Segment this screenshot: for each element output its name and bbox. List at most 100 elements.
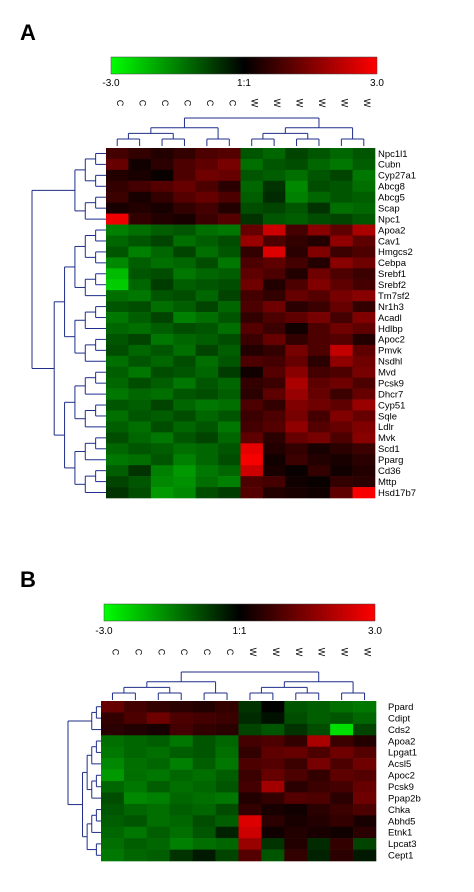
panel-a-heatmap-cell: [352, 333, 376, 346]
panel-b-heatmap-cell: [192, 758, 216, 770]
panel-a-heatmap-cell: [218, 454, 241, 466]
panel-a-heatmap-cell: [352, 432, 376, 444]
panel-b-heatmap-cell: [192, 701, 216, 713]
panel-a-heatmap-cell: [195, 191, 219, 203]
panel-b-heatmap-cell: [192, 769, 216, 782]
panel-a-heatmap-cell: [195, 169, 219, 182]
panel-b-heatmap-cell: [146, 758, 171, 770]
panel-b-heatmap-cell: [261, 815, 285, 828]
panel-b-heatmap-cell: [169, 723, 193, 736]
panel-a-heatmap-cell: [330, 465, 353, 477]
panel-a-heatmap-cell: [195, 312, 219, 324]
panel-b-column-label: W: [248, 648, 258, 657]
panel-a-heatmap-cell: [128, 366, 152, 378]
panel-a-row-label: Scd1: [378, 444, 400, 455]
panel-a-heatmap-cell: [195, 257, 219, 269]
panel-b-heatmap-cell: [215, 826, 239, 839]
panel-a-heatmap-cell: [330, 235, 353, 247]
panel-a-heatmap-cell: [150, 323, 174, 335]
panel-a-heatmap-cell: [352, 148, 376, 160]
panel-a-heatmap-cell: [285, 421, 309, 433]
panel-b-heatmap-cell: [123, 758, 148, 770]
panel-a-heatmap-cell: [173, 180, 196, 193]
panel-b-heatmap-cell: [307, 781, 331, 793]
panel-b-row-label: Apoa2: [388, 736, 415, 747]
panel-b-heatmap-cell: [238, 769, 262, 782]
panel-b-column-label: C: [133, 649, 143, 656]
panel-a-heatmap-cell: [307, 465, 331, 477]
panel-a-heatmap-cell: [262, 169, 286, 182]
panel-b-heatmap-cell: [169, 826, 193, 839]
panel-a-heatmap-cell: [352, 399, 376, 411]
panel-b-heatmap-cell: [123, 735, 148, 748]
panel-b-heatmap-cell: [307, 723, 331, 736]
panel-a-heatmap-cell: [307, 377, 331, 389]
panel-a-heatmap-cell: [195, 399, 219, 411]
panel-b-heatmap-cell: [307, 815, 331, 828]
panel-a-heatmap-cell: [240, 410, 264, 422]
panel-a-heatmap-cell: [240, 246, 264, 258]
panel-a-heatmap-cell: [128, 399, 152, 411]
panel-b-heatmap-cell: [238, 723, 262, 736]
panel-a-heatmap-cell: [240, 355, 264, 368]
panel-b-heatmap-cell: [169, 769, 193, 782]
panel-a-heatmap-cell: [195, 355, 219, 368]
panel-a-heatmap-cell: [218, 399, 241, 411]
panel-a-heatmap-cell: [150, 290, 174, 302]
panel-a-heatmap-cell: [173, 454, 196, 466]
panel-b-heatmap-cell: [238, 826, 262, 839]
panel-a-heatmap-cell: [307, 169, 331, 182]
panel-b-column-label: W: [271, 648, 281, 657]
panel-a-heatmap-cell: [307, 399, 331, 411]
panel-a-column-label: W: [339, 99, 349, 108]
panel-a-heatmap-cell: [150, 246, 174, 258]
panel-b-heatmap-cell: [330, 769, 354, 782]
panel-b-heatmap-cell: [101, 712, 125, 725]
panel-a-heatmap-cell: [352, 235, 376, 247]
panel-a-heatmap-cell: [240, 344, 264, 357]
panel-b-heatmap-cell: [101, 723, 125, 736]
panel-a-heatmap-cell: [307, 432, 331, 444]
panel-a-heatmap-cell: [330, 399, 353, 411]
panel-b-heatmap-cell: [215, 803, 239, 816]
panel-a-heatmap-cell: [262, 333, 286, 346]
panel-b-row-label: Ppard: [388, 702, 413, 713]
panel-a-heatmap-cell: [173, 312, 196, 324]
panel-b-heatmap-cell: [284, 723, 308, 736]
panel-a-row-label: Srebf2: [378, 280, 406, 291]
panel-a-row-label: Apoa2: [378, 225, 405, 236]
panel-a-row-label: Abcg5: [378, 193, 405, 204]
panel-a-heatmap-cell: [330, 487, 353, 499]
panel-a-heatmap-cell: [307, 224, 331, 236]
panel-b-heatmap-cell: [307, 792, 331, 805]
panel-b-heatmap-cell: [238, 792, 262, 805]
panel-a-heatmap-cell: [173, 323, 196, 335]
panel-a-heatmap-cell: [240, 169, 264, 182]
panel-a-heatmap-cell: [285, 476, 309, 488]
panel-b-heatmap-cell: [169, 781, 193, 793]
panel-a-heatmap-cell: [218, 246, 241, 258]
panel-a-heatmap-cell: [195, 366, 219, 378]
panel-a-heatmap-cell: [128, 388, 152, 400]
panel-b-heatmap-cell: [123, 792, 148, 805]
panel-a-row-label: Ldlr: [378, 422, 394, 433]
panel-a-heatmap-cell: [150, 301, 174, 313]
panel-a-heatmap-cell: [262, 421, 286, 433]
panel-b-column-label: W: [340, 648, 350, 657]
panel-a-heatmap-cell: [173, 257, 196, 269]
panel-a-heatmap-cell: [240, 235, 264, 247]
panel-a-heatmap-cell: [106, 355, 129, 368]
panel-a-heatmap-cell: [285, 323, 309, 335]
panel-b-heatmap-cell: [101, 735, 125, 748]
panel-b-heatmap-cell: [261, 781, 285, 793]
panel-b-heatmap-cell: [307, 746, 331, 759]
panel-a-heatmap-cell: [195, 476, 219, 488]
panel-a-heatmap-cell: [106, 344, 129, 357]
panel-a-heatmap-cell: [262, 399, 286, 411]
panel-b-heatmap-cell: [169, 758, 193, 770]
panel-a-row-label: Tm7sf2: [378, 291, 410, 302]
panel-a-heatmap-cell: [262, 344, 286, 357]
panel-b-heatmap-cell: [284, 849, 308, 862]
panel-a-heatmap-cell: [218, 421, 241, 433]
panel-b-heatmap-cell: [123, 769, 148, 782]
